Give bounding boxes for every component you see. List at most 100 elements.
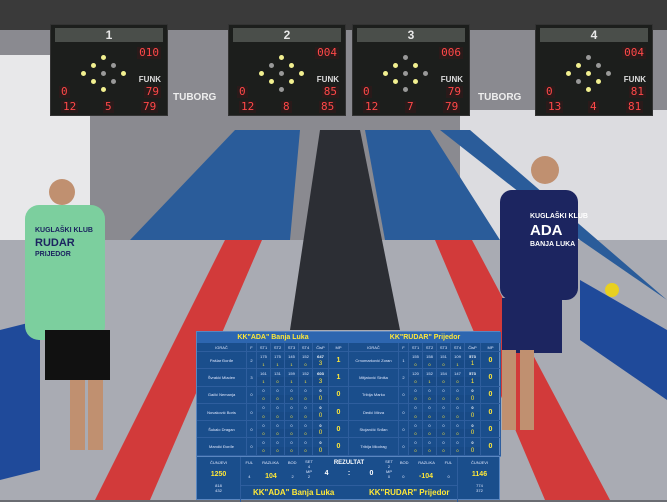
player-name: Švrakić Mladen [197, 369, 247, 385]
set-cell: 147 0 [451, 369, 465, 385]
pins-count: 006 [439, 47, 463, 59]
set-cell: 00 [285, 438, 299, 454]
pin-indicator [289, 63, 294, 68]
set-pins: 0 [257, 387, 270, 395]
bottom-count: 12 [239, 101, 256, 113]
bottom-count: 5 [103, 101, 114, 113]
set-cell: 00 [299, 421, 313, 437]
pin-indicator [586, 87, 591, 92]
bottom-count: 81 [626, 101, 643, 113]
bottom-count: 79 [443, 101, 460, 113]
set-cell: 00 [313, 421, 329, 437]
right-count: 81 [629, 86, 646, 98]
sets-total: 0 [465, 412, 480, 420]
pin-indicator [413, 79, 418, 84]
sponsor-funk: FUNK [441, 75, 463, 84]
set-cell: 00 [409, 404, 423, 420]
total-pins: 0 [465, 404, 480, 412]
pin-indicator [393, 79, 398, 84]
total-pins: 0 [465, 438, 480, 446]
home-mp: 2 [303, 474, 315, 479]
pin-indicator [101, 55, 106, 60]
set-point: 0 [409, 412, 422, 420]
set-cell: 00 [423, 387, 437, 403]
player-row: Švrakić Mladen 3 161 1 131 0 159 1 152 1 603 3 1 [197, 369, 349, 386]
player-row: Pašlar Đorđe 2 175 1 175 1 145 1 152 0 647 3 1 [197, 352, 349, 369]
home-cunjevi: 1250 [197, 471, 240, 478]
set-point: 0 [257, 447, 270, 455]
set-pins: 155 [409, 352, 422, 360]
set-pins: 0 [257, 438, 270, 446]
total-pins: 573 [465, 369, 480, 377]
left-count: 0 [361, 86, 372, 98]
set-pins: 0 [271, 404, 284, 412]
away-razlika: -104 [419, 473, 433, 480]
set-point: 0 [423, 447, 436, 455]
pin-indicator [279, 55, 284, 60]
total-pins: 0 [313, 438, 328, 446]
pins-count: 010 [137, 47, 161, 59]
total-pins: 573 [465, 352, 480, 360]
pin-indicator [566, 71, 571, 76]
set-cell: 145 1 [285, 352, 299, 368]
set-pins: 158 [423, 352, 436, 360]
set-cell: 00 [257, 404, 271, 420]
column-header: ST1 [257, 343, 271, 351]
set-cell: 00 [465, 404, 481, 420]
pin-indicator [423, 71, 428, 76]
set-cell: 00 [271, 421, 285, 437]
sets-total: 0 [313, 412, 328, 420]
home-ful: 4 [248, 474, 250, 479]
player-name: Dedić Mirza [349, 404, 399, 420]
pin-indicator [606, 71, 611, 76]
set-pins: 0 [271, 421, 284, 429]
pin-indicator [403, 55, 408, 60]
player-f: 3 [247, 369, 257, 385]
total-pins: 0 [313, 387, 328, 395]
set-point: 0 [299, 429, 312, 437]
left-count: 0 [544, 86, 555, 98]
team-name-header: KK"ADA" Banja Luka [197, 332, 349, 343]
pin-indicator [279, 87, 284, 92]
away-cunjevi: 1146 [458, 471, 501, 478]
set-cell: 00 [285, 421, 299, 437]
set-point: 0 [257, 395, 270, 403]
player-name: Pašlar Đorđe [197, 352, 247, 368]
column-header-row: IGRAČ F ST1 ST2 ST3 ST4 ČisP MP [349, 343, 501, 352]
away-team-table: KK"RUDAR" Prijedor IGRAČ F ST1 ST2 ST3 ST4 ČisP… [349, 332, 501, 456]
label-bod-away: BOD [400, 460, 409, 465]
set-pins: 120 [409, 369, 422, 377]
column-header: ST4 [299, 343, 313, 351]
set-pins: 131 [271, 369, 284, 377]
right-count: 79 [144, 86, 161, 98]
player-name: Tribija Marko [349, 387, 399, 403]
bottom-count: 12 [61, 101, 78, 113]
player-row: Šukalo Dragan 0 0 0 0 0 0 0 0 0 0 0 0 [197, 421, 349, 438]
home-bod: 2 [291, 474, 293, 479]
set-pins: 0 [423, 404, 436, 412]
set-cell: 00 [465, 387, 481, 403]
set-point: 0 [409, 447, 422, 455]
set-pins: 0 [257, 404, 270, 412]
bowling-ball [605, 283, 619, 297]
set-point: 1 [257, 360, 270, 368]
column-header: IGRAČ [349, 343, 399, 351]
set-cell: 647 3 [313, 352, 329, 368]
sets-total: 1 [465, 360, 480, 368]
left-count: 0 [59, 86, 70, 98]
player-f: 2 [399, 369, 409, 385]
set-cell: 152 1 [423, 369, 437, 385]
pin-indicator [111, 63, 116, 68]
column-header: ST3 [437, 343, 451, 351]
set-point: 0 [423, 429, 436, 437]
set-pins: 0 [423, 421, 436, 429]
score-separator: : [348, 470, 350, 477]
set-cell: 00 [409, 387, 423, 403]
pin-indicator [101, 71, 106, 76]
set-cell: 155 0 [409, 352, 423, 368]
set-point: 0 [285, 412, 298, 420]
set-cell: 00 [313, 404, 329, 420]
set-pins: 159 [285, 369, 298, 377]
set-cell: 00 [257, 387, 271, 403]
label-cunjevi-away: ČUNJEVI [458, 460, 501, 465]
